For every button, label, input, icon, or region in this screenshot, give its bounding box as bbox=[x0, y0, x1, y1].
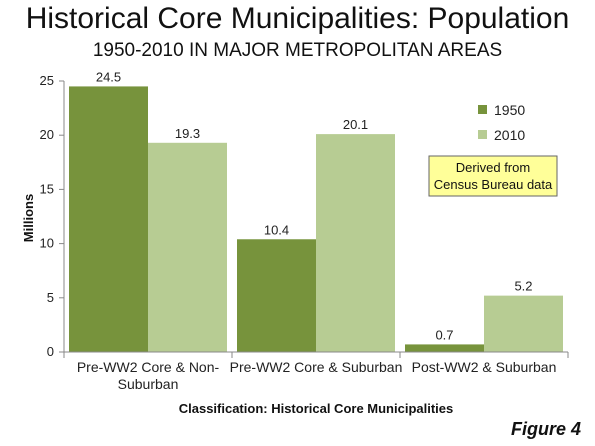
legend: 1950 2010 bbox=[478, 102, 525, 143]
figure-label: Figure 4 bbox=[510, 419, 581, 439]
y-tick-label: 5 bbox=[47, 290, 54, 305]
source-note-line-1: Derived from bbox=[456, 160, 530, 175]
bar-2010-1 bbox=[316, 134, 395, 352]
y-tick-label: 0 bbox=[47, 344, 54, 359]
bar-1950-0 bbox=[69, 86, 148, 353]
data-label-1950-0: 24.5 bbox=[96, 69, 121, 84]
bar-1950-1 bbox=[237, 239, 316, 352]
x-category-label: Pre-WW2 Core & Non- bbox=[77, 359, 220, 375]
data-label-2010-2: 5.2 bbox=[514, 279, 532, 294]
x-category-label: Pre-WW2 Core & Suburban bbox=[230, 359, 403, 375]
data-label-1950-2: 0.7 bbox=[435, 327, 453, 342]
data-label-1950-1: 10.4 bbox=[264, 222, 289, 237]
x-axis-title: Classification: Historical Core Municipa… bbox=[179, 401, 454, 416]
legend-swatch-1950 bbox=[478, 105, 487, 114]
axes-layer: 0 5 10 15 20 25 Pre-WW2 Core & Non-Suburban Pre… bbox=[40, 73, 569, 392]
chart-title: Historical Core Municipalities: Populati… bbox=[25, 2, 570, 35]
x-category-label: Post-WW2 & Suburban bbox=[412, 359, 557, 375]
x-category-label: Suburban bbox=[118, 376, 179, 392]
y-tick-label: 15 bbox=[40, 181, 54, 196]
bar-2010-0 bbox=[148, 142, 227, 352]
y-axis-title: Millions bbox=[21, 194, 36, 242]
data-label-2010-1: 20.1 bbox=[343, 117, 368, 132]
legend-label-1950: 1950 bbox=[494, 102, 525, 118]
legend-swatch-2010 bbox=[478, 130, 487, 139]
source-note-line-2: Census Bureau data bbox=[434, 177, 553, 192]
bar-2010-2 bbox=[484, 295, 563, 352]
y-tick-label: 25 bbox=[40, 73, 54, 88]
data-label-2010-0: 19.3 bbox=[175, 126, 200, 141]
source-note: Derived from Census Bureau data bbox=[428, 155, 558, 197]
bar-1950-2 bbox=[405, 344, 484, 352]
y-tick-label: 10 bbox=[40, 236, 54, 251]
y-tick-label: 20 bbox=[40, 127, 54, 142]
labels-layer: 24.5 19.3 10.4 20.1 0.7 5.2 bbox=[96, 69, 533, 342]
chart-subtitle: 1950-2010 IN MAJOR METROPOLITAN AREAS bbox=[92, 40, 503, 61]
bars-layer bbox=[69, 86, 563, 353]
legend-label-2010: 2010 bbox=[494, 127, 525, 143]
source-note-box bbox=[428, 155, 558, 197]
